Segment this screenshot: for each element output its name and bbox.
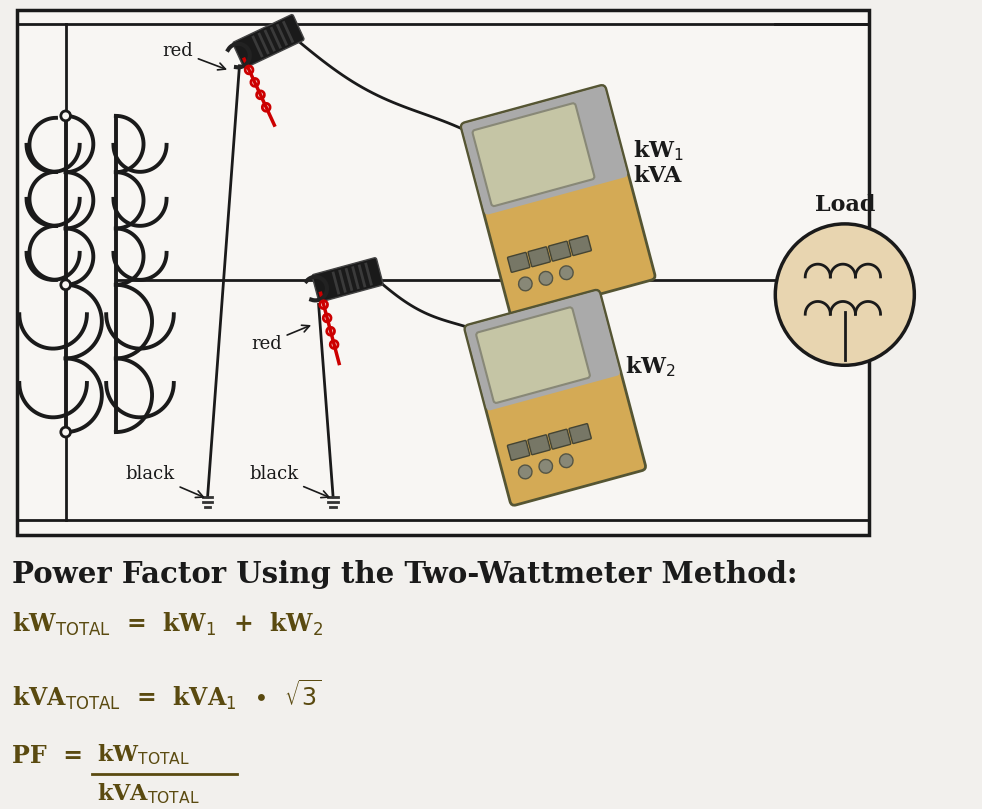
Circle shape <box>518 465 532 479</box>
FancyBboxPatch shape <box>312 258 383 302</box>
FancyBboxPatch shape <box>464 290 645 506</box>
FancyBboxPatch shape <box>528 435 550 455</box>
Text: Load: Load <box>815 194 875 216</box>
Text: kVA: kVA <box>632 165 682 187</box>
FancyBboxPatch shape <box>549 430 571 449</box>
FancyBboxPatch shape <box>508 440 529 460</box>
FancyBboxPatch shape <box>462 86 655 317</box>
Circle shape <box>539 272 553 286</box>
Text: Power Factor Using the Two-Wattmeter Method:: Power Factor Using the Two-Wattmeter Met… <box>12 560 797 589</box>
Text: kW$_2$: kW$_2$ <box>626 354 676 379</box>
Circle shape <box>61 427 71 437</box>
Text: kW$_{\mathsf{TOTAL}}$: kW$_{\mathsf{TOTAL}}$ <box>96 743 190 767</box>
Text: black: black <box>126 465 203 498</box>
FancyBboxPatch shape <box>18 10 869 536</box>
Circle shape <box>61 111 71 121</box>
FancyBboxPatch shape <box>569 424 591 443</box>
Text: kVA$_{\mathsf{TOTAL}}$: kVA$_{\mathsf{TOTAL}}$ <box>96 781 199 807</box>
Circle shape <box>776 224 914 366</box>
FancyBboxPatch shape <box>463 87 627 214</box>
Circle shape <box>61 280 71 290</box>
FancyBboxPatch shape <box>570 235 591 256</box>
FancyBboxPatch shape <box>233 15 304 68</box>
FancyBboxPatch shape <box>528 247 550 267</box>
FancyBboxPatch shape <box>476 307 590 403</box>
Circle shape <box>518 277 532 290</box>
Text: kVA$_{\mathsf{TOTAL}}$  =  kVA$_1$  $\bullet$  $\sqrt{3}$: kVA$_{\mathsf{TOTAL}}$ = kVA$_1$ $\bulle… <box>12 678 321 712</box>
FancyBboxPatch shape <box>465 291 620 410</box>
Circle shape <box>560 266 573 280</box>
Text: kW$_{\mathsf{TOTAL}}$  =  kW$_1$  +  kW$_2$: kW$_{\mathsf{TOTAL}}$ = kW$_1$ + kW$_2$ <box>12 611 323 638</box>
Text: red: red <box>251 325 309 353</box>
FancyBboxPatch shape <box>472 104 594 206</box>
Text: PF  =: PF = <box>12 744 91 769</box>
FancyBboxPatch shape <box>549 241 571 261</box>
Text: kW$_1$: kW$_1$ <box>632 138 683 163</box>
FancyBboxPatch shape <box>508 252 530 273</box>
Circle shape <box>560 454 573 468</box>
Text: red: red <box>162 42 226 70</box>
Circle shape <box>539 460 553 473</box>
Text: black: black <box>249 465 329 498</box>
